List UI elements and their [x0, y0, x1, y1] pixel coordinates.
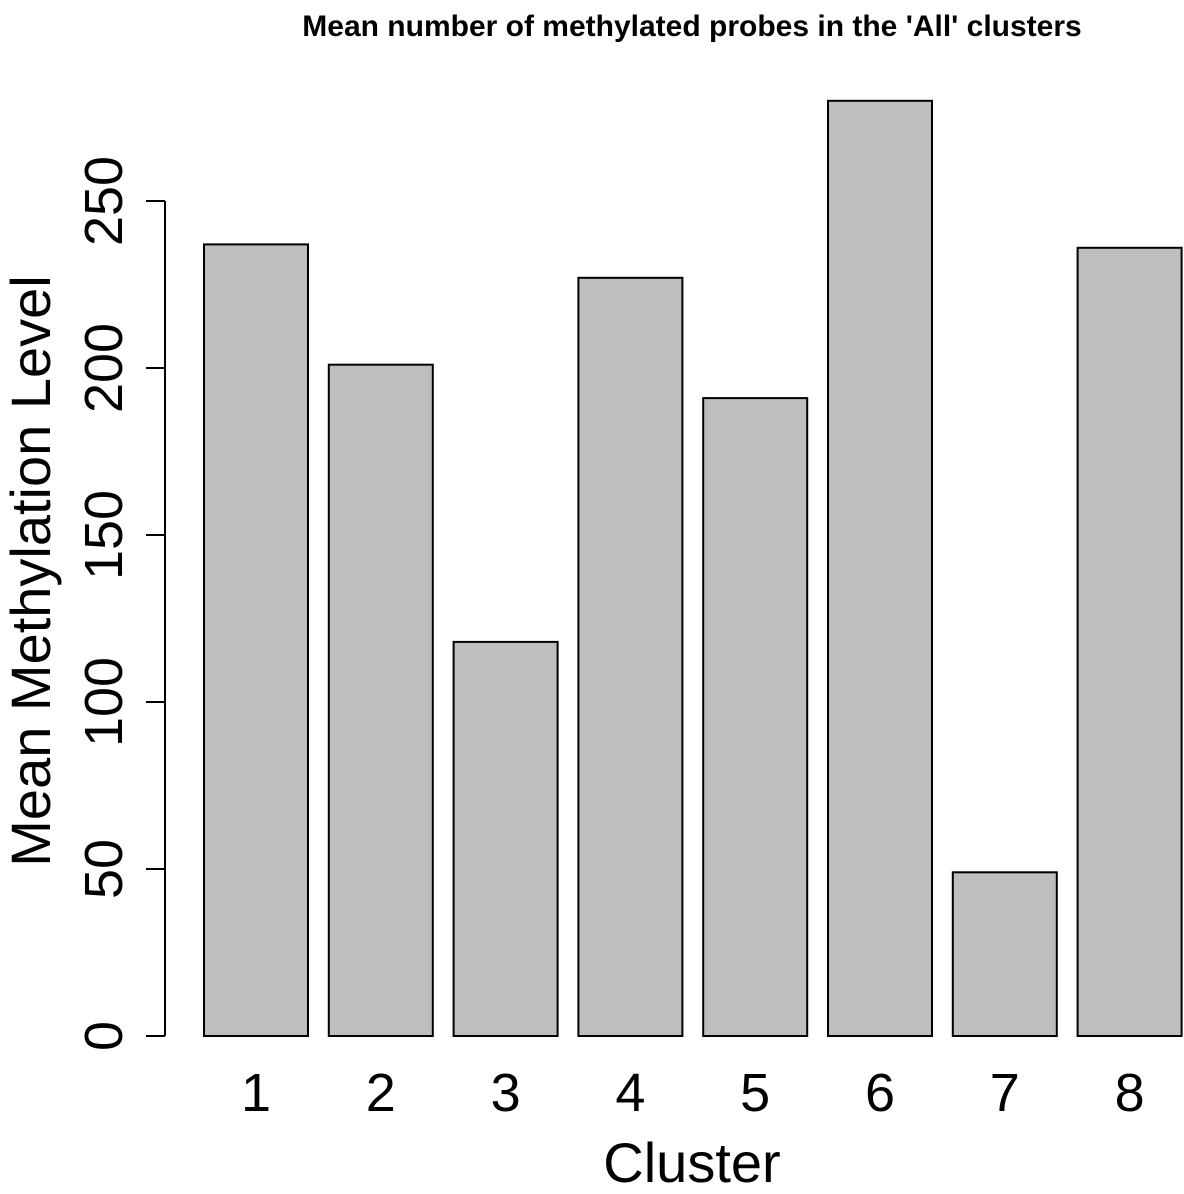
bar-cluster-8 [1076, 246, 1183, 1038]
bar-cluster-7 [951, 871, 1058, 1037]
y-tick-label: 250 [74, 156, 134, 246]
x-axis-label: Cluster [603, 1131, 780, 1194]
bar-cluster-3 [452, 640, 559, 1038]
x-tick-label: 1 [241, 1063, 271, 1123]
y-tick-label: 200 [74, 323, 134, 413]
x-tick-label: 2 [366, 1063, 396, 1123]
y-axis-label: Mean Methylation Level [0, 275, 62, 866]
x-tick-label: 5 [740, 1063, 770, 1123]
bar-cluster-2 [327, 363, 434, 1037]
bar-cluster-5 [702, 397, 809, 1038]
y-tick-label: 50 [74, 839, 134, 899]
y-axis: 0 50 100 150 200 250 [74, 156, 166, 1051]
x-tick-label: 6 [865, 1063, 895, 1123]
x-tick-label: 3 [491, 1063, 521, 1123]
x-tick-label: 7 [990, 1063, 1020, 1123]
bar-cluster-4 [577, 276, 684, 1037]
y-tick-label: 0 [74, 1021, 134, 1051]
x-tick-label: 8 [1115, 1063, 1145, 1123]
chart-title: Mean number of methylated probes in the … [302, 10, 1081, 43]
y-tick-label: 100 [74, 657, 134, 747]
bar-cluster-6 [827, 99, 933, 1038]
x-tick-label: 4 [615, 1063, 645, 1123]
y-tick-label: 150 [74, 490, 134, 580]
bars-group [203, 99, 1183, 1038]
bar-cluster-1 [203, 243, 309, 1037]
x-axis-tick-labels: 1 2 3 4 5 6 7 8 [241, 1063, 1145, 1123]
